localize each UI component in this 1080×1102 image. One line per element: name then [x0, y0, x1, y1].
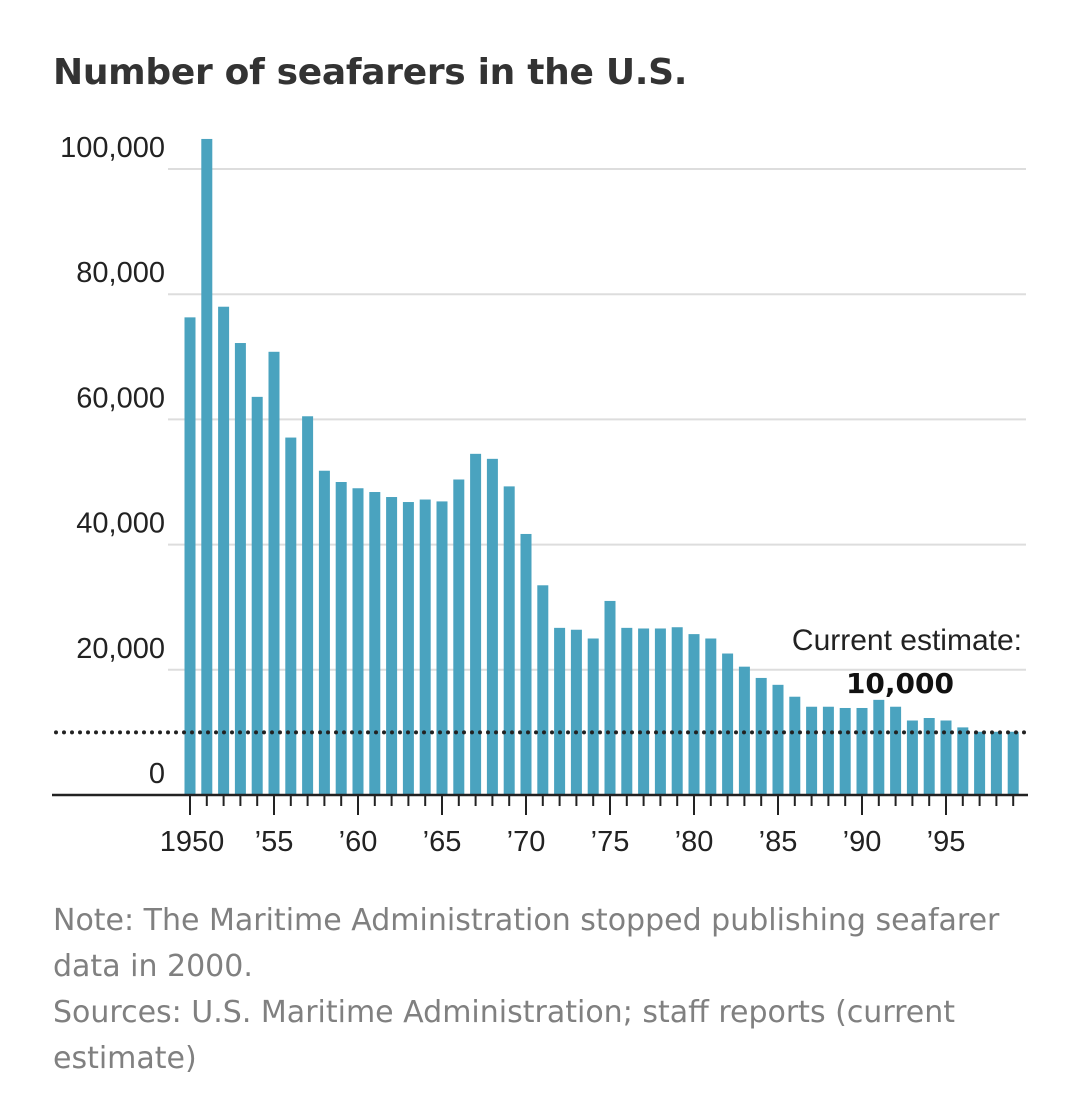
bar-1976 [621, 627, 633, 795]
bar-1985 [772, 684, 784, 795]
bar-1980 [688, 634, 700, 795]
bar-1970 [520, 533, 532, 795]
bar-1972 [554, 627, 566, 795]
bar-1973 [570, 629, 582, 795]
bar-1955 [268, 351, 280, 795]
chart-title: Number of seafarers in the U.S. [53, 52, 688, 93]
bar-1993 [906, 720, 918, 795]
bar-1960 [352, 488, 364, 795]
chart-notes: Note: The Maritime Administration stoppe… [53, 898, 1043, 1082]
y-tick-label: 0 [149, 758, 165, 790]
bar-1981 [705, 638, 717, 795]
bar-1956 [285, 437, 297, 795]
x-tick-label: ’90 [843, 826, 882, 858]
y-tick-label: 100,000 [60, 132, 165, 164]
bars [184, 138, 1019, 795]
bar-1987 [806, 706, 818, 795]
x-tick-label: ’75 [591, 826, 630, 858]
bar-1994 [923, 718, 935, 795]
x-tick-label: ’60 [339, 826, 378, 858]
bar-1953 [234, 343, 246, 795]
y-tick-label: 60,000 [76, 382, 165, 414]
bar-1974 [587, 638, 599, 795]
bar-1989 [839, 707, 851, 795]
bar-1950 [184, 317, 196, 795]
bar-1969 [503, 486, 515, 795]
x-tick-label: ’70 [507, 826, 546, 858]
bar-1971 [537, 585, 549, 795]
bar-1977 [638, 628, 650, 795]
sources-text: Sources: U.S. Maritime Administration; s… [53, 995, 956, 1076]
axis-labels: 0 20,000 40,000 60,000 80,000 100,000 1950 ’55 ’… [60, 132, 965, 858]
bar-1963 [402, 502, 414, 795]
bar-1965 [436, 501, 448, 795]
bar-1995 [940, 720, 952, 795]
y-tick-label: 80,000 [76, 257, 165, 289]
bar-1990 [856, 707, 868, 795]
bar-1959 [335, 482, 347, 795]
bar-1988 [822, 706, 834, 795]
bar-1982 [722, 653, 734, 795]
x-tick-label: ’55 [255, 826, 294, 858]
bar-1951 [201, 138, 213, 795]
y-tick-label: 40,000 [76, 508, 165, 540]
bar-1999 [1007, 731, 1019, 795]
bar-1992 [890, 706, 902, 795]
bar-1958 [318, 470, 330, 795]
y-tick-label: 20,000 [76, 633, 165, 665]
bar-1968 [486, 458, 498, 795]
annotation: Current estimate: 10,000 [792, 624, 1022, 700]
grid-lines [168, 168, 1026, 671]
bar-1997 [974, 731, 986, 795]
bar-1952 [218, 306, 230, 795]
annotation-label: Current estimate: [792, 624, 1022, 657]
bar-1962 [386, 497, 398, 795]
x-tick-label: ’65 [423, 826, 462, 858]
bar-1954 [251, 396, 263, 795]
x-tick-label: ’85 [759, 826, 798, 858]
annotation-value: 10,000 [846, 667, 954, 700]
note-text: Note: The Maritime Administration stoppe… [53, 903, 1000, 984]
bar-1975 [604, 600, 616, 795]
bar-1966 [453, 479, 465, 795]
bar-1991 [873, 699, 885, 795]
bar-1967 [470, 453, 482, 795]
bar-1964 [419, 499, 431, 795]
x-tick-label: ’80 [675, 826, 714, 858]
bar-1979 [671, 627, 683, 795]
bar-1998 [990, 731, 1002, 795]
bar-1986 [789, 696, 801, 795]
bar-1978 [654, 628, 666, 795]
bar-1984 [755, 677, 767, 795]
x-tick-label: 1950 [160, 826, 225, 858]
x-axis [52, 793, 1028, 815]
bar-1957 [302, 416, 314, 795]
x-tick-label: ’95 [927, 826, 966, 858]
bar-1996 [957, 727, 969, 795]
bar-1961 [369, 492, 381, 795]
